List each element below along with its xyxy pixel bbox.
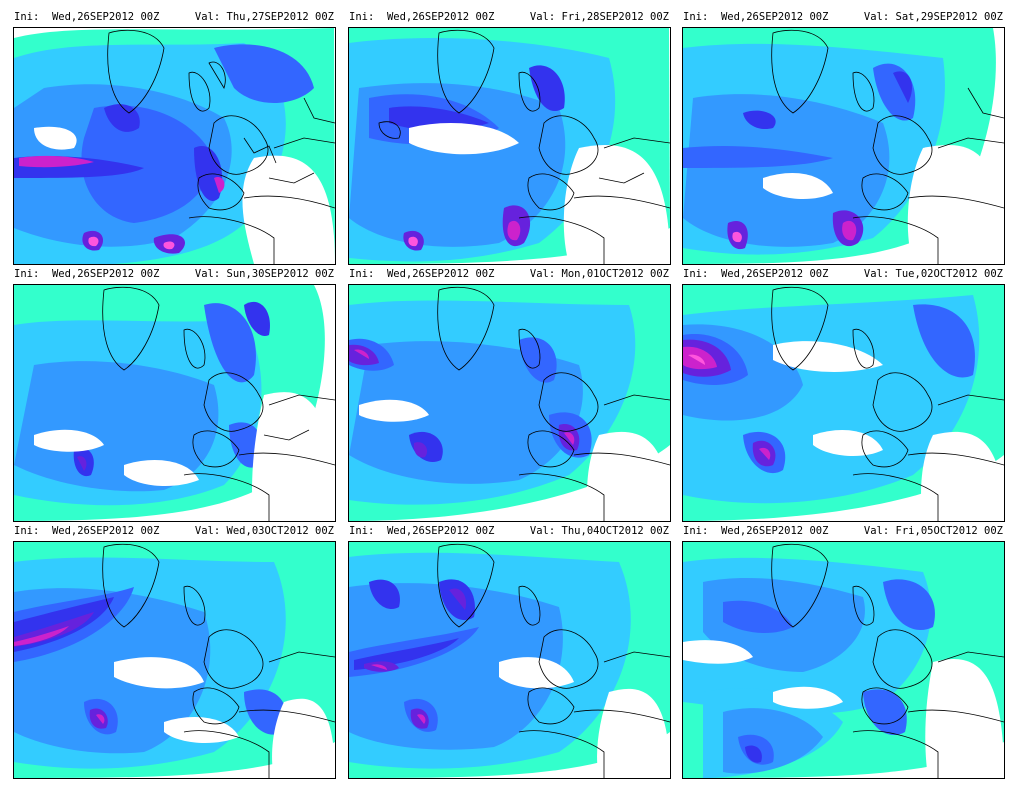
- valid-time: Val: Fri,28SEP2012 00Z: [529, 11, 669, 23]
- valid-time: Val: Sun,30SEP2012 00Z: [194, 268, 334, 280]
- forecast-panel-5: Ini: Wed,26SEP2012 00Z Val: Mon,01OCT201…: [348, 266, 671, 530]
- map-field: [14, 542, 335, 778]
- valid-time: Val: Thu,04OCT2012 00Z: [529, 525, 669, 537]
- forecast-map: [348, 284, 671, 522]
- panel-header: Ini: Wed,26SEP2012 00Z Val: Sun,30SEP201…: [13, 266, 336, 282]
- forecast-panel-4: Ini: Wed,26SEP2012 00Z Val: Sun,30SEP201…: [13, 266, 336, 530]
- map-field: [349, 28, 670, 264]
- init-time: Ini: Wed,26SEP2012 00Z: [14, 268, 160, 280]
- forecast-panel-3: Ini: Wed,26SEP2012 00Z Val: Sat,29SEP201…: [682, 9, 1005, 273]
- valid-time: Val: Mon,01OCT2012 00Z: [529, 268, 669, 280]
- panel-header: Ini: Wed,26SEP2012 00Z Val: Wed,03OCT201…: [13, 523, 336, 539]
- valid-time: Val: Sat,29SEP2012 00Z: [863, 11, 1003, 23]
- map-field: [683, 542, 1004, 778]
- panel-header: Ini: Wed,26SEP2012 00Z Val: Thu,27SEP201…: [13, 9, 336, 25]
- forecast-map: [682, 284, 1005, 522]
- forecast-panel-8: Ini: Wed,26SEP2012 00Z Val: Thu,04OCT201…: [348, 523, 671, 787]
- forecast-panel-7: Ini: Wed,26SEP2012 00Z Val: Wed,03OCT201…: [13, 523, 336, 787]
- forecast-panel-2: Ini: Wed,26SEP2012 00Z Val: Fri,28SEP201…: [348, 9, 671, 273]
- panel-header: Ini: Wed,26SEP2012 00Z Val: Tue,02OCT201…: [682, 266, 1005, 282]
- map-field: [14, 285, 335, 521]
- map-field: [683, 285, 1004, 521]
- valid-time: Val: Fri,05OCT2012 00Z: [863, 525, 1003, 537]
- panel-header: Ini: Wed,26SEP2012 00Z Val: Fri,28SEP201…: [348, 9, 671, 25]
- forecast-map: [348, 27, 671, 265]
- forecast-map: [13, 284, 336, 522]
- init-time: Ini: Wed,26SEP2012 00Z: [349, 268, 495, 280]
- forecast-panel-9: Ini: Wed,26SEP2012 00Z Val: Fri,05OCT201…: [682, 523, 1005, 787]
- init-time: Ini: Wed,26SEP2012 00Z: [683, 11, 829, 23]
- valid-time: Val: Tue,02OCT2012 00Z: [863, 268, 1003, 280]
- forecast-panel-1: Ini: Wed,26SEP2012 00Z Val: Thu,27SEP201…: [13, 9, 336, 273]
- forecast-map: [348, 541, 671, 779]
- forecast-map: [13, 541, 336, 779]
- forecast-map: [13, 27, 336, 265]
- map-field: [14, 28, 335, 264]
- map-field: [349, 542, 670, 778]
- init-time: Ini: Wed,26SEP2012 00Z: [683, 525, 829, 537]
- init-time: Ini: Wed,26SEP2012 00Z: [349, 525, 495, 537]
- panel-header: Ini: Wed,26SEP2012 00Z Val: Sat,29SEP201…: [682, 9, 1005, 25]
- valid-time: Val: Thu,27SEP2012 00Z: [194, 11, 334, 23]
- map-field: [349, 285, 670, 521]
- forecast-map: [682, 27, 1005, 265]
- init-time: Ini: Wed,26SEP2012 00Z: [14, 11, 160, 23]
- panel-header: Ini: Wed,26SEP2012 00Z Val: Fri,05OCT201…: [682, 523, 1005, 539]
- panel-header: Ini: Wed,26SEP2012 00Z Val: Thu,04OCT201…: [348, 523, 671, 539]
- map-field: [683, 28, 1004, 264]
- panel-header: Ini: Wed,26SEP2012 00Z Val: Mon,01OCT201…: [348, 266, 671, 282]
- init-time: Ini: Wed,26SEP2012 00Z: [349, 11, 495, 23]
- forecast-panel-6: Ini: Wed,26SEP2012 00Z Val: Tue,02OCT201…: [682, 266, 1005, 530]
- init-time: Ini: Wed,26SEP2012 00Z: [14, 525, 160, 537]
- init-time: Ini: Wed,26SEP2012 00Z: [683, 268, 829, 280]
- forecast-map: [682, 541, 1005, 779]
- valid-time: Val: Wed,03OCT2012 00Z: [194, 525, 334, 537]
